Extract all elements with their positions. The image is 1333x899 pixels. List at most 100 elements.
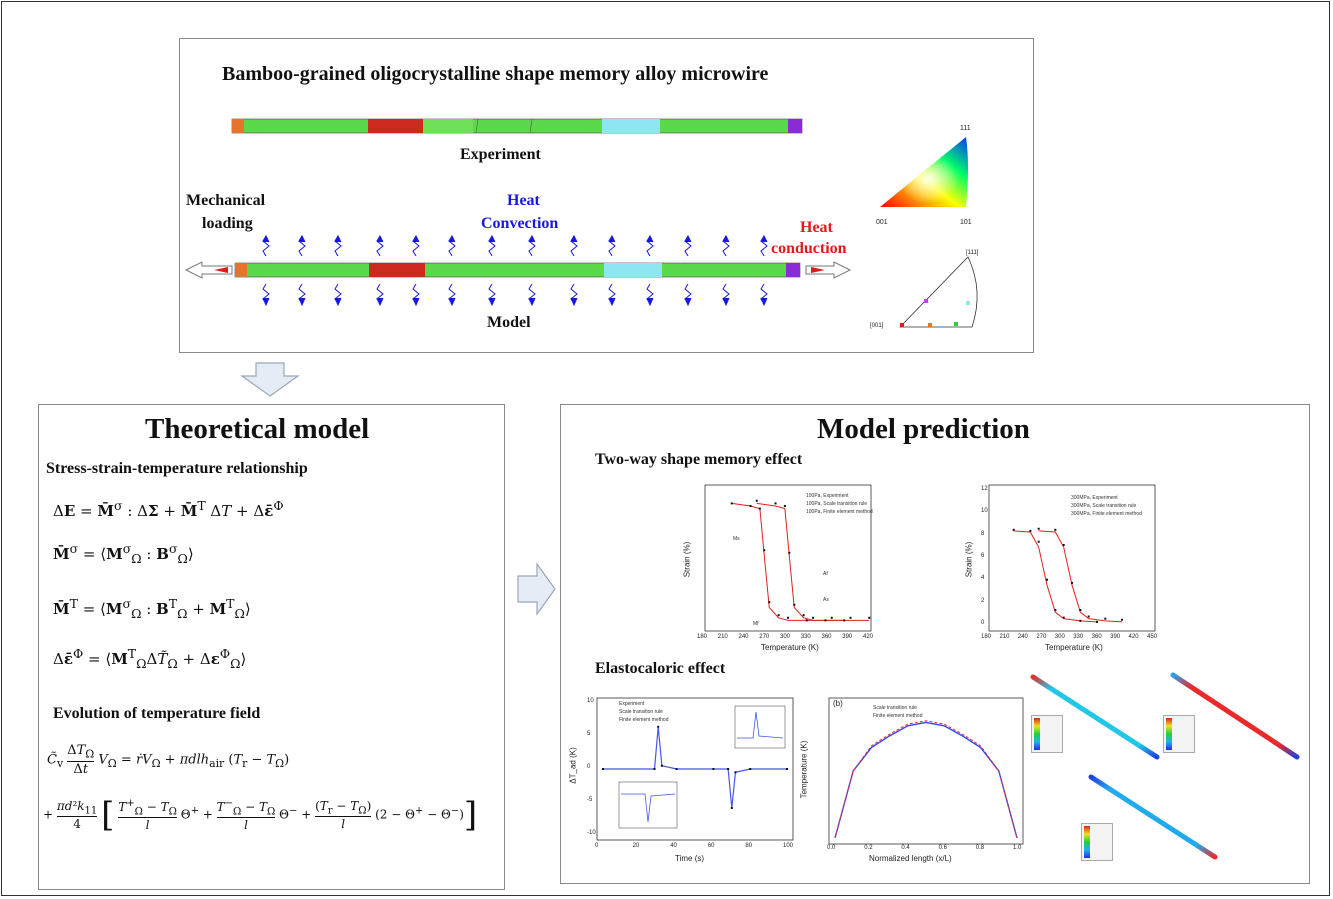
elastocaloric-subtitle: Elastocaloric effect <box>595 660 726 677</box>
chart2-point-h-7 <box>1121 618 1123 621</box>
c4-xticks-tick-4: 0.8 <box>975 845 985 851</box>
heat-convection-label-1: Heat <box>507 192 540 209</box>
c3-xticks-tick-5: 100 <box>783 843 794 849</box>
equation-3: M̄T = ⟨MσΩ : BTΩ + MTΩ⟩ <box>53 596 251 621</box>
convection-arrowhead-bottom-6 <box>488 297 496 307</box>
chart3-point-6 <box>727 768 730 770</box>
chart2-point-h-6 <box>1104 617 1107 620</box>
chart2-line-cooling <box>1013 530 1098 623</box>
convection-arrowhead-bottom-9 <box>608 297 616 307</box>
c2-xticks-tick-4: 300 <box>1054 634 1065 640</box>
convection-arrowhead-bottom-0 <box>262 297 270 307</box>
c2-yticks-tick-1: 10 <box>981 508 988 515</box>
chart-4-temperature-profile <box>828 697 1024 845</box>
c2-xticks-tick-7: 390 <box>1110 634 1121 640</box>
chart3-ylabel: ΔT_ad (K) <box>568 747 578 784</box>
chart1-point-h-7 <box>830 616 833 619</box>
fem-contour-wire-1 <box>1030 674 1160 760</box>
chart3-point-7 <box>730 807 733 809</box>
chart2-point-h-2 <box>1062 544 1065 546</box>
convection-arrowhead-bottom-1 <box>298 297 306 307</box>
c1-xticks-tick-7: 390 <box>842 634 853 640</box>
chart3-point-5 <box>712 768 715 770</box>
c4-xticks-tick-5: 1.0 <box>1013 845 1022 851</box>
chart1-point-h-8 <box>849 616 852 619</box>
temperature-field-subtitle: Evolution of temperature field <box>53 705 261 722</box>
theoretical-model-panel: Theoretical model Stress-strain-temperat… <box>38 404 505 890</box>
c1-xticks-tick-3: 270 <box>759 634 770 640</box>
convection-arrowhead-bottom-13 <box>760 297 768 307</box>
model-prediction-title: Model prediction <box>817 413 1030 445</box>
c3-yticks-tick-4: -10 <box>587 830 596 836</box>
right-arrow <box>517 562 556 616</box>
chart1-point-6 <box>787 616 789 619</box>
convection-arrowhead-bottom-10 <box>646 297 654 307</box>
ipf-label-111: 111 <box>960 125 971 132</box>
c3-yticks-tick-1: 5 <box>587 731 591 737</box>
chart1-point-h-3 <box>788 551 791 554</box>
chart1-point-8 <box>824 619 827 622</box>
pole-figure-triangle <box>899 256 978 328</box>
chart2-legend-2: 300MPa, Scale transition rule <box>1071 503 1137 509</box>
chart1-annot-as: As <box>823 597 829 603</box>
c3-yticks-tick-3: -5 <box>587 797 593 803</box>
chart4-xlabel: Normalized length (x/L) <box>869 854 952 863</box>
c2-yticks-tick-4: 4 <box>981 575 985 582</box>
chart2-point-2 <box>1037 540 1040 543</box>
convection-arrowhead-bottom-12 <box>722 297 730 307</box>
convection-arrowhead-top-5 <box>448 234 456 243</box>
chart4-line-fem <box>834 721 1018 839</box>
c1-xticks-tick-0: 180 <box>697 634 708 640</box>
convection-arrowhead-top-6 <box>488 234 496 243</box>
fem-colorbar-2 <box>1163 715 1195 753</box>
chart1-point-2 <box>758 507 761 510</box>
chart2-ylabel: Strain (%) <box>964 541 974 578</box>
convection-arrowhead-bottom-8 <box>570 297 578 307</box>
chart4-line-str <box>834 720 1018 839</box>
chart2-point-h-3 <box>1071 581 1073 584</box>
c2-yticks-tick-0: 12 <box>981 486 988 492</box>
chart3-xlabel: Time (s) <box>675 854 705 863</box>
convection-arrowhead-bottom-2 <box>334 297 342 307</box>
convection-arrowhead-top-12 <box>722 234 730 243</box>
c2-yticks-tick-5: 2 <box>981 597 985 604</box>
experiment-label: Experiment <box>460 146 541 163</box>
mechanical-loading-label-2: loading <box>202 215 253 232</box>
c2-yticks-tick-2: 8 <box>981 530 985 537</box>
c3-xticks-tick-3: 60 <box>707 843 715 849</box>
convection-arrowhead-top-11 <box>684 234 692 243</box>
chart3-point-8 <box>734 771 737 774</box>
c4-xticks-tick-1: 0.2 <box>864 845 873 851</box>
c2-xticks-tick-8: 420 <box>1128 634 1139 640</box>
c2-xticks-tick-3: 270 <box>1036 634 1047 640</box>
chart2-legend-1: 300MPa, Experiment <box>1071 495 1118 501</box>
c2-xticks-tick-6: 360 <box>1091 634 1102 640</box>
stress-strain-subtitle: Stress-strain-temperature relationship <box>46 460 308 477</box>
c1-xticks-tick-1: 210 <box>717 634 728 640</box>
two-way-sme-subtitle: Two-way shape memory effect <box>595 451 803 468</box>
theoretical-model-title: Theoretical model <box>145 413 370 445</box>
c3-xticks-tick-4: 80 <box>745 843 753 849</box>
c2-xticks-tick-1: 210 <box>999 634 1010 640</box>
chart1-point-h-4 <box>793 603 796 606</box>
convection-arrowhead-top-1 <box>298 234 306 243</box>
fem-contour-wire-2 <box>1170 672 1300 760</box>
chart1-point-h-2 <box>783 505 786 507</box>
convection-arrowhead-bottom-4 <box>412 297 420 307</box>
chart3-point-2 <box>657 725 660 728</box>
chart3-legend-2: Scale transition rule <box>619 709 663 715</box>
chart4-ylabel: Temperature (K) <box>799 740 809 799</box>
c3-yticks-tick-0: 10 <box>587 698 594 704</box>
c2-yticks-tick-6: 0 <box>981 620 985 626</box>
chart2-line-heating <box>1038 530 1123 623</box>
convection-arrowhead-top-0 <box>262 234 270 243</box>
model-wire-diagram <box>184 234 852 307</box>
ipf-label-001: 001 <box>876 219 888 226</box>
fem-colorbar-1 <box>1031 715 1063 753</box>
ipf-color-triangle <box>880 137 968 207</box>
c1-xticks-tick-8: 420 <box>863 634 874 640</box>
pole-label-111: [111] <box>966 250 979 256</box>
equation-4: Δε̄Φ = ⟨MTΩΔT̃Ω + ΔεΦΩ⟩ <box>53 646 247 671</box>
chart3-legend-1: Experiment <box>619 701 645 707</box>
